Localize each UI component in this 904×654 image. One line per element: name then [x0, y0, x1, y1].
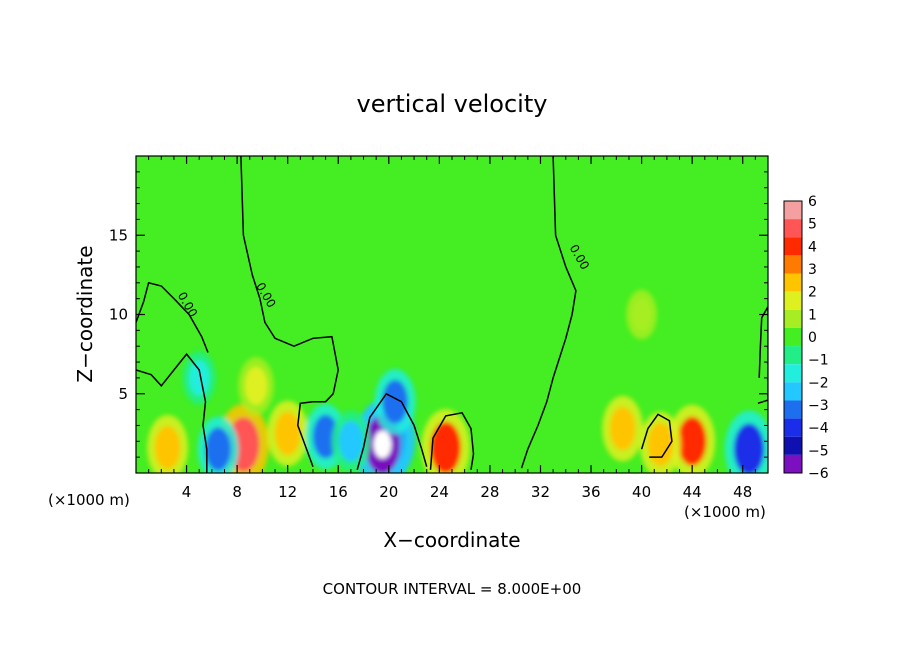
x-tick-label-40: 40: [632, 483, 651, 501]
colorbar-label-8: −2: [808, 375, 829, 391]
x-unit-right: (×1000 m): [684, 503, 766, 521]
x-tick-label-24: 24: [430, 483, 449, 501]
colorbar-swatch-0: [784, 201, 802, 220]
zero-contour-updraft: [429, 411, 475, 470]
field-feature-2: [382, 379, 408, 424]
x-tick-label-32: 32: [531, 483, 550, 501]
field-core-0: [373, 430, 392, 459]
colorbar-swatch-9: [784, 364, 802, 383]
y-tick-label-5: 5: [118, 385, 128, 403]
colorbar-swatch-5: [784, 291, 802, 310]
field-feature-11: [677, 416, 707, 466]
y-tick-label-15: 15: [109, 226, 128, 244]
colorbar-swatch-2: [784, 237, 802, 256]
field-feature-7: [205, 427, 231, 472]
zero-contour-left-outer: [136, 281, 209, 353]
colorbar-label-4: 2: [808, 285, 817, 301]
plot-area: 0.00 0.000.00: [136, 156, 768, 473]
colorbar-swatch-12: [784, 418, 802, 437]
field-feature-13: [609, 406, 636, 451]
x-tick-label-8: 8: [232, 483, 242, 501]
zero-contour-east: [520, 156, 577, 469]
colorbar-swatch-11: [784, 400, 802, 419]
colorbar-label-6: 0: [808, 330, 817, 346]
colorbar-label-12: −6: [808, 466, 829, 482]
contour-interval-footer: CONTOUR INTERVAL = 8.000E+00: [323, 580, 582, 598]
zero-contour-downdraft: [356, 392, 428, 471]
colorbar-label-5: 1: [808, 307, 817, 323]
colorbar-label-3: 3: [808, 262, 817, 278]
zero-contour-left-inner: [136, 352, 208, 473]
colorbar-label-0: 6: [808, 194, 817, 210]
colorbar-swatch-13: [784, 436, 802, 455]
x-tick-label-20: 20: [379, 483, 398, 501]
x-tick-label-36: 36: [581, 483, 600, 501]
colorbar: 6 5 4 3 2 1 0 −1 −2 −3 −4 −5 −6: [783, 194, 829, 482]
colorbar-swatch-4: [784, 273, 802, 292]
colorbar-frame: [783, 200, 803, 474]
colorbar-label-11: −5: [808, 443, 829, 459]
colorbar-swatch-14: [784, 454, 802, 473]
field-feature-14: [647, 422, 674, 467]
colorbar-label-9: −3: [808, 398, 829, 414]
x-tick-label-28: 28: [480, 483, 499, 501]
y-axis-label: Z−coordinate: [73, 245, 97, 382]
x-tick-label-4: 4: [182, 483, 192, 501]
colorbar-swatch-7: [784, 327, 802, 347]
colorbar-swatch-6: [784, 309, 802, 328]
zero-contour-right-edge: [757, 305, 768, 405]
field-feature-3: [430, 421, 461, 473]
colorbar-label-7: −1: [808, 353, 829, 369]
field-feature-9: [338, 420, 363, 462]
colorbar-label-1: 5: [808, 217, 817, 233]
x-unit-left: (×1000 m): [48, 491, 130, 509]
x-tick-label-16: 16: [329, 483, 348, 501]
field-feature-12: [733, 423, 765, 473]
field-feature-5: [274, 411, 301, 456]
colorbar-label-2: 4: [808, 239, 817, 255]
colorbar-swatch-1: [784, 219, 802, 238]
field-feature-15: [632, 297, 652, 332]
colorbar-swatch-10: [784, 382, 802, 401]
x-tick-label-12: 12: [278, 483, 297, 501]
colorbar-swatch-8: [784, 346, 802, 365]
field-feature-16: [188, 360, 210, 396]
y-tick-label-10: 10: [109, 306, 128, 324]
chart-title: vertical velocity: [357, 90, 548, 118]
x-axis-label: X−coordinate: [383, 528, 520, 552]
x-tick-label-48: 48: [733, 483, 752, 501]
x-tick-label-44: 44: [683, 483, 702, 501]
colorbar-label-10: −4: [808, 421, 829, 437]
colorbar-swatch-3: [784, 255, 802, 274]
zero-contour-east-cell: [640, 413, 673, 458]
field-feature-6: [244, 366, 268, 406]
field-feature-8: [312, 414, 339, 459]
zero-contour-west: [240, 156, 339, 467]
field-feature-10: [154, 425, 181, 470]
